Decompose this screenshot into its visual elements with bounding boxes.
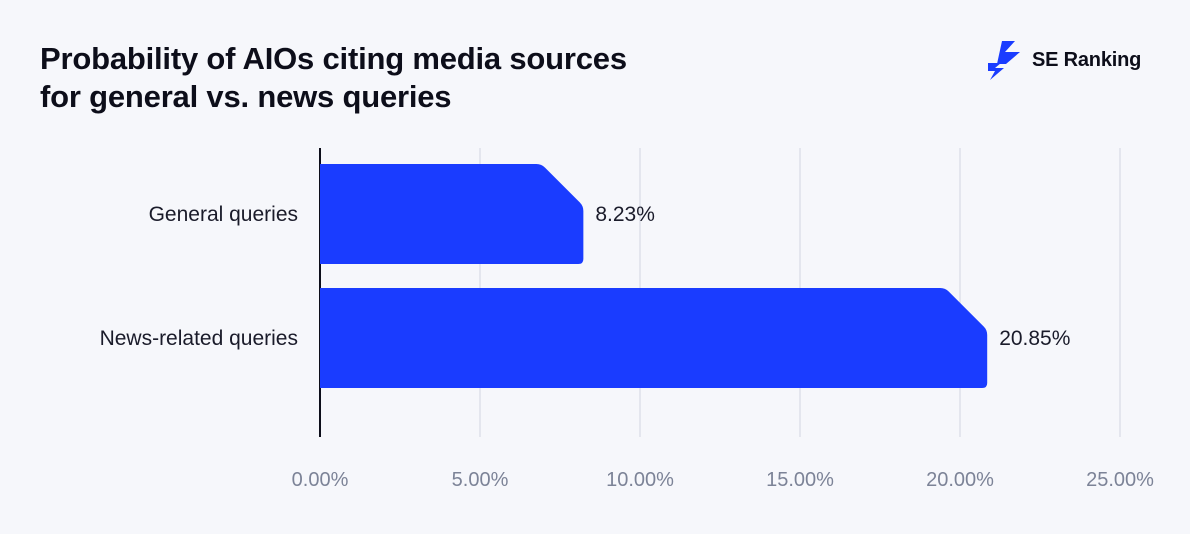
- data-label: 8.23%: [595, 203, 655, 226]
- chart-title: Probability of AIOs citing media sources…: [40, 40, 800, 116]
- chart-title-line-1: Probability of AIOs citing media sources: [40, 41, 627, 76]
- x-tick-label: 5.00%: [452, 469, 509, 491]
- x-tick-label: 20.00%: [926, 469, 994, 491]
- bar: [320, 288, 988, 388]
- brand-logo: SE Ranking: [986, 40, 1141, 80]
- x-tick-label: 15.00%: [766, 469, 834, 491]
- x-tick-label: 10.00%: [606, 469, 674, 491]
- brand-name: SE Ranking: [1032, 48, 1142, 71]
- data-label: 20.85%: [999, 327, 1070, 350]
- bolt-logo-icon: [988, 41, 1020, 80]
- chart-title-line-2: for general vs. news queries: [40, 79, 452, 114]
- x-tick-label: 0.00%: [292, 469, 349, 491]
- category-label: News-related queries: [100, 327, 298, 350]
- bar: [320, 164, 584, 264]
- category-label: General queries: [149, 203, 298, 226]
- x-tick-label: 25.00%: [1086, 469, 1154, 491]
